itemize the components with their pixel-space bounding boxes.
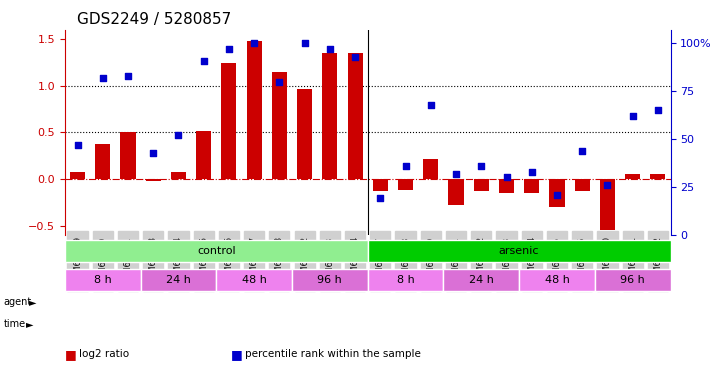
Bar xyxy=(423,159,438,179)
Point xyxy=(526,169,538,175)
Bar xyxy=(600,179,615,230)
Point xyxy=(450,171,462,177)
Point xyxy=(501,174,513,180)
Text: arsenic: arsenic xyxy=(499,246,539,256)
Bar xyxy=(368,240,671,262)
Point xyxy=(375,195,386,201)
Bar xyxy=(146,179,161,181)
Text: ►: ► xyxy=(29,297,36,307)
Bar xyxy=(65,240,368,262)
Text: 96 h: 96 h xyxy=(317,275,342,285)
Bar xyxy=(70,172,85,179)
Point xyxy=(274,79,286,85)
Bar xyxy=(519,269,595,291)
Point xyxy=(602,182,614,188)
Text: control: control xyxy=(197,246,236,256)
Text: 48 h: 48 h xyxy=(242,275,267,285)
Bar xyxy=(247,41,262,179)
Bar xyxy=(95,144,110,179)
Point xyxy=(476,163,487,169)
Text: ►: ► xyxy=(26,320,33,329)
Point xyxy=(72,142,84,148)
Bar xyxy=(595,269,671,291)
Point xyxy=(425,102,437,108)
Bar xyxy=(443,269,519,291)
Bar xyxy=(368,269,443,291)
Bar xyxy=(650,174,665,179)
Text: 24 h: 24 h xyxy=(469,275,494,285)
Text: agent: agent xyxy=(4,297,32,307)
Bar xyxy=(398,179,413,190)
Point xyxy=(224,46,235,52)
Text: 8 h: 8 h xyxy=(94,275,112,285)
Bar xyxy=(474,179,489,191)
Point xyxy=(299,40,311,46)
Bar xyxy=(272,72,287,179)
Point xyxy=(627,113,639,119)
Text: 8 h: 8 h xyxy=(397,275,415,285)
Point xyxy=(173,132,185,138)
Bar xyxy=(549,179,565,207)
Point xyxy=(653,107,664,113)
Bar xyxy=(171,171,186,179)
Point xyxy=(577,148,588,154)
Bar xyxy=(297,88,312,179)
Bar xyxy=(221,63,236,179)
Point xyxy=(248,40,260,46)
Text: 96 h: 96 h xyxy=(620,275,645,285)
Bar xyxy=(499,179,514,193)
Text: ■: ■ xyxy=(231,348,242,361)
Point xyxy=(400,163,412,169)
Text: GDS2249 / 5280857: GDS2249 / 5280857 xyxy=(77,12,231,27)
Bar xyxy=(524,179,539,193)
Text: time: time xyxy=(4,320,26,329)
Text: ■: ■ xyxy=(65,348,76,361)
Text: percentile rank within the sample: percentile rank within the sample xyxy=(245,350,421,359)
Bar xyxy=(292,269,368,291)
Bar xyxy=(348,53,363,179)
Bar xyxy=(196,130,211,179)
Text: 24 h: 24 h xyxy=(166,275,191,285)
Bar xyxy=(216,269,292,291)
Bar xyxy=(448,179,464,205)
Bar xyxy=(120,132,136,179)
Point xyxy=(148,150,159,156)
Bar xyxy=(65,269,141,291)
Bar xyxy=(373,179,388,191)
Point xyxy=(123,73,134,79)
Point xyxy=(97,75,109,81)
Point xyxy=(198,58,210,64)
Bar xyxy=(322,53,337,179)
Point xyxy=(324,46,336,52)
Point xyxy=(552,192,563,198)
Text: 48 h: 48 h xyxy=(544,275,570,285)
Bar xyxy=(575,179,590,191)
Point xyxy=(350,54,361,60)
Bar xyxy=(625,174,640,179)
Text: log2 ratio: log2 ratio xyxy=(79,350,130,359)
Bar xyxy=(141,269,216,291)
